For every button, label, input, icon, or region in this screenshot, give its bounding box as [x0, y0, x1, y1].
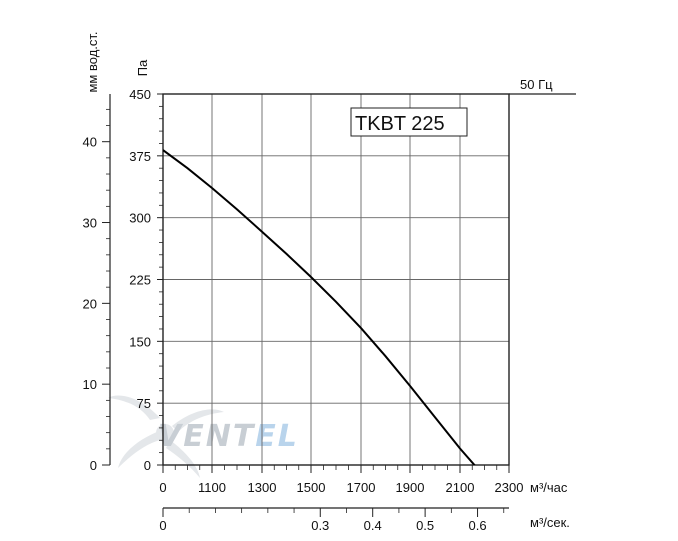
- x-primary-tick-label: 1100: [198, 480, 226, 495]
- y-primary-tick-label: 450: [129, 87, 151, 102]
- watermark-main-text: VENT: [158, 419, 256, 454]
- y-axis-pascal: 0 75 150 225 300 375 450: [129, 87, 163, 473]
- x-secondary-tick-label: 0.3: [311, 518, 329, 533]
- fan-logo-icon: [108, 395, 224, 478]
- x-secondary-tick-label: 0: [159, 518, 166, 533]
- y-secondary-tick-label: 10: [83, 377, 97, 392]
- x-primary-tick-label: 1700: [347, 480, 376, 495]
- y-primary-axis-title: Па: [135, 59, 150, 76]
- frequency-label: 50 Гц: [520, 77, 553, 92]
- x-primary-tick-label: 2300: [495, 480, 524, 495]
- x-axis-m3-per-hour: 0 1100 1300 1500 1700 1900 2100 2300: [159, 465, 523, 495]
- y-secondary-axis-title: мм вод.ст.: [85, 31, 100, 92]
- y-axis-mm-water: 0 10 20 30 40: [83, 94, 111, 473]
- x-primary-tick-label: 1500: [297, 480, 326, 495]
- x-secondary-tick-label: 0.6: [469, 518, 487, 533]
- model-label-box: TKBT 225: [350, 107, 468, 137]
- y-secondary-tick-label: 40: [83, 135, 97, 150]
- x-primary-tick-label: 1900: [396, 480, 425, 495]
- frequency-label-group: 50 Гц: [509, 77, 576, 95]
- pressure-flow-curve: [163, 149, 476, 465]
- y-secondary-tick-label: 30: [83, 216, 97, 231]
- x-secondary-tick-label: 0.4: [364, 518, 382, 533]
- watermark-text: VENTEL: [158, 419, 299, 454]
- curve-layer: [163, 149, 476, 465]
- y-primary-tick-label: 225: [129, 273, 151, 288]
- x-secondary-tick-label: 0.5: [416, 518, 434, 533]
- x-axis-m3-per-second: 0 0.3 0.4 0.5 0.6: [159, 507, 509, 533]
- grid-lines: [163, 94, 509, 465]
- x-primary-tick-label: 0: [159, 480, 166, 495]
- y-primary-tick-label: 300: [129, 211, 151, 226]
- model-label: TKBT 225: [355, 113, 445, 135]
- x-primary-tick-label: 2100: [446, 480, 475, 495]
- x-secondary-axis-title: м³/сек.: [530, 515, 570, 530]
- y-primary-tick-label: 150: [129, 334, 151, 349]
- x-primary-axis-title: м³/час: [530, 480, 568, 495]
- y-primary-tick-label: 0: [144, 458, 151, 473]
- y-secondary-tick-label: 0: [90, 458, 97, 473]
- y-secondary-tick-label: 20: [83, 296, 97, 311]
- y-primary-tick-label: 75: [137, 396, 151, 411]
- y-primary-tick-label: 375: [129, 149, 151, 164]
- x-primary-tick-label: 1300: [248, 480, 277, 495]
